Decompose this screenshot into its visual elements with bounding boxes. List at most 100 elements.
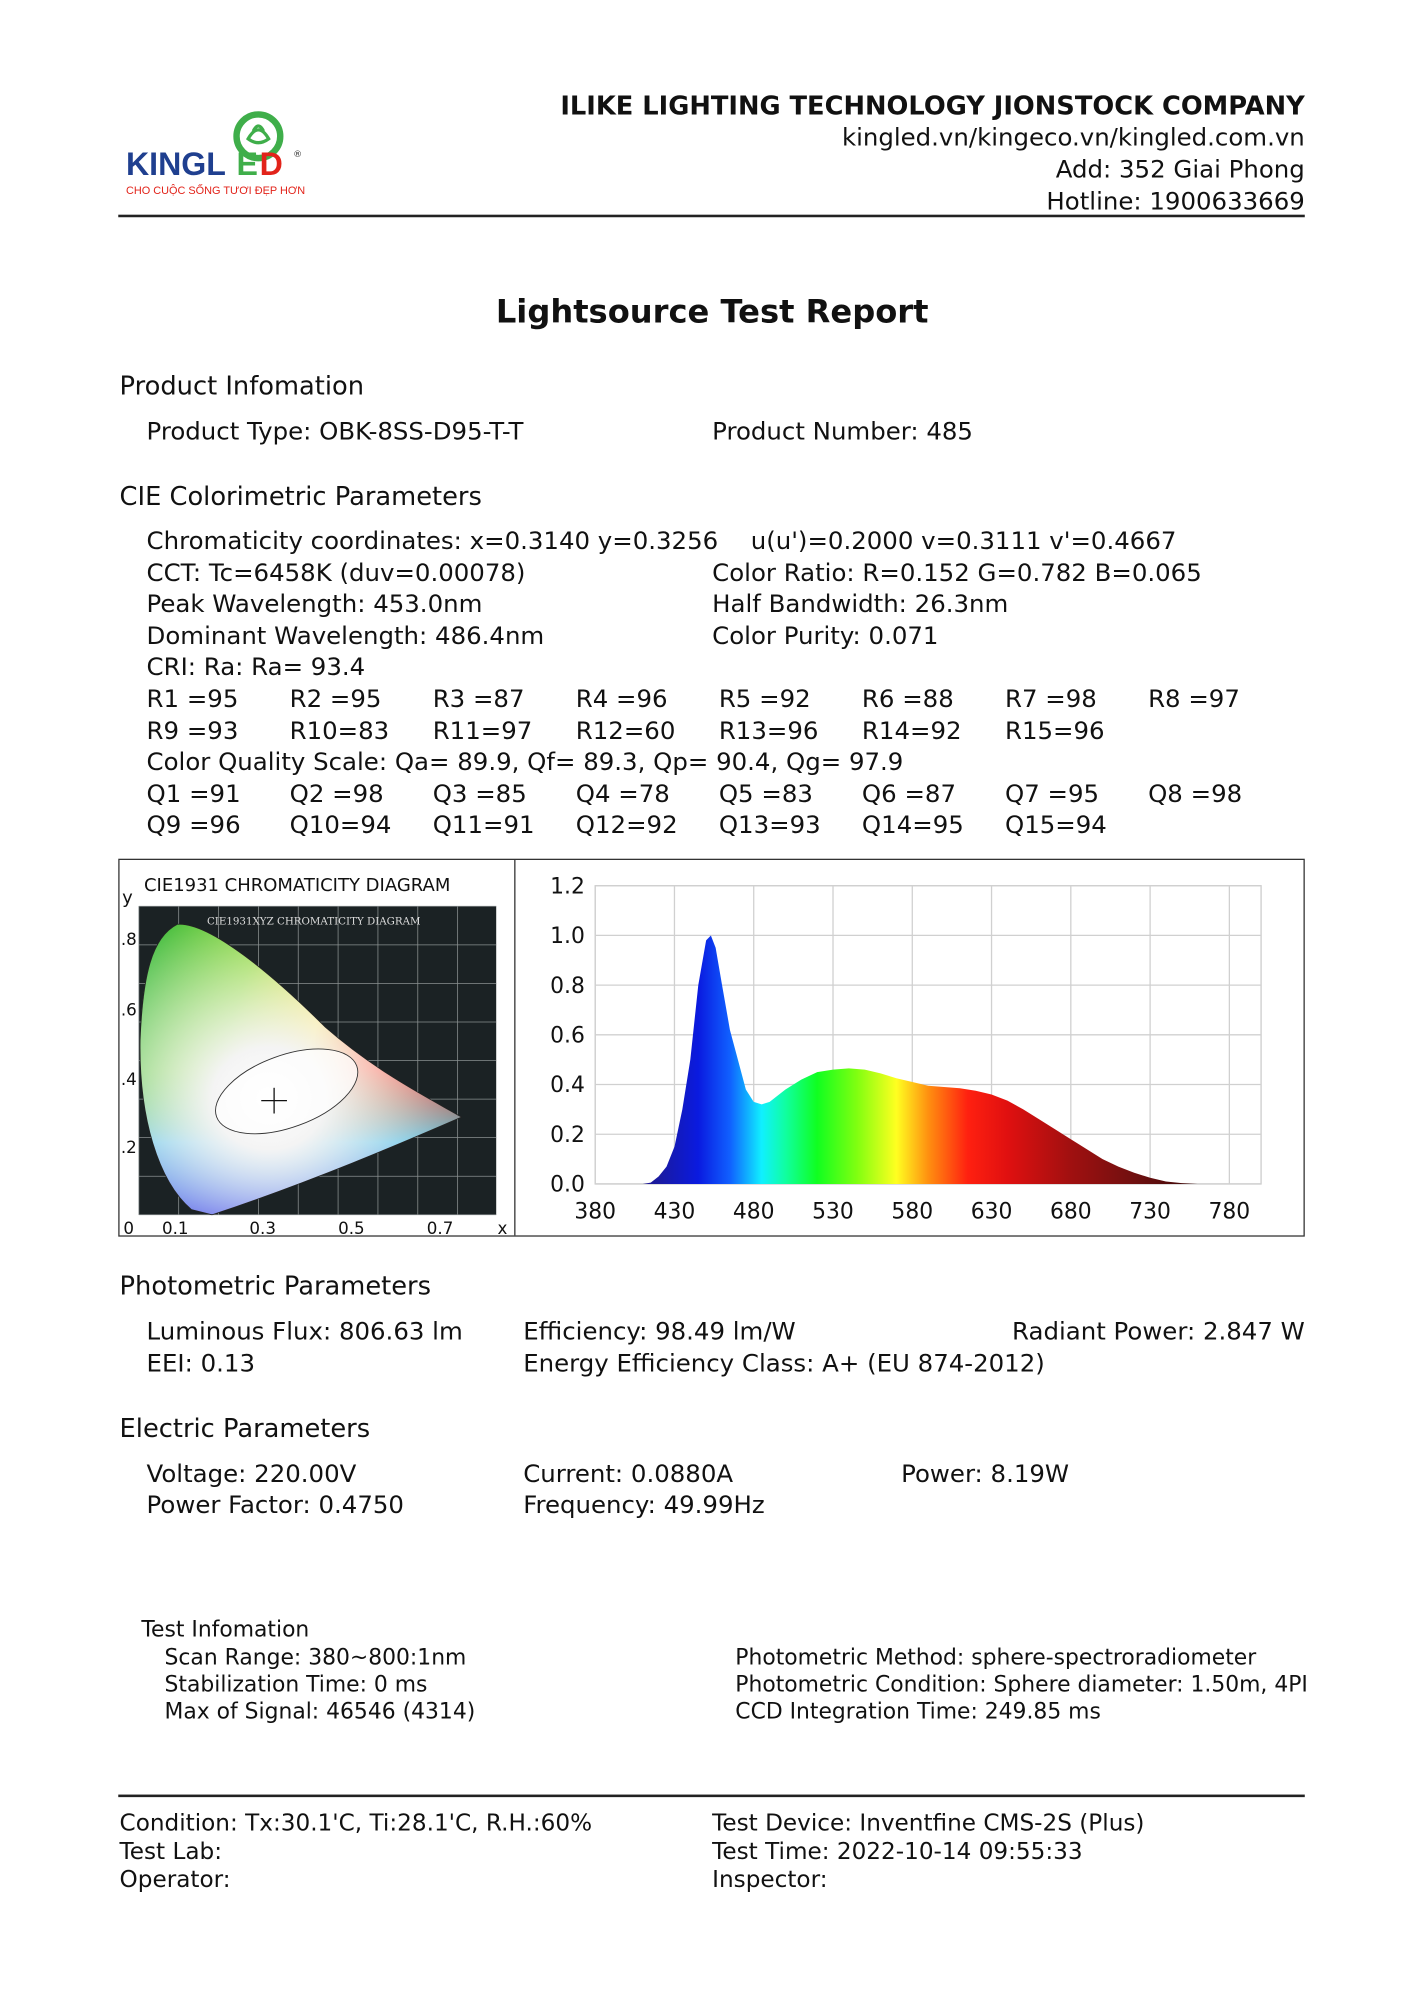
- cie-heading: CIE Colorimetric Parameters: [119, 480, 482, 512]
- cie-x-tick: 0.7: [427, 1218, 454, 1238]
- footer-divider: [118, 1794, 1305, 1797]
- product-number: Product Number: 485: [712, 417, 973, 447]
- charts-divider: [514, 859, 516, 1236]
- spectrum-x-tick: 730: [1129, 1200, 1171, 1225]
- test-info-heading: Test Infomation: [141, 1617, 310, 1643]
- cie-inner-title: CIE1931XYZ CHROMATICITY DIAGRAM: [207, 915, 421, 927]
- cie-y-tick: .6: [121, 1000, 137, 1020]
- index-value: R2 =95: [289, 685, 382, 714]
- index-value: Q2 =98: [289, 780, 384, 809]
- spectrum-x-tick: 430: [654, 1200, 696, 1225]
- index-value: Q6 =87: [861, 780, 957, 809]
- svg-text:D: D: [260, 146, 283, 182]
- spectrum-chart: 380 430 480 530 580 630 680 730 780 1.2 1.0 0.8 0.6 0…: [550, 874, 1262, 1225]
- index-value: Q4 =78: [575, 780, 670, 809]
- kingled-logo: KINGL E D ® CHO CUỘC SỐNG TƯƠI ĐẸP HƠN: [126, 111, 305, 197]
- index-value: Q5 =83: [718, 780, 813, 809]
- cie-y-label: y: [122, 888, 133, 909]
- index-value: R12=60: [575, 717, 676, 746]
- color-purity: Color Purity: 0.071: [712, 622, 939, 651]
- index-value: R14=92: [861, 717, 962, 746]
- logo-slogan: CHO CUỘC SỐNG TƯƠI ĐẸP HƠN: [126, 183, 305, 197]
- luminous-flux: Luminous Flux: 806.63 lm: [146, 1317, 463, 1346]
- cct: CCT: Tc=6458K (duv=0.00078): [146, 559, 526, 588]
- power-factor: Power Factor: 0.4750: [146, 1491, 404, 1520]
- index-value: Q9 =96: [146, 811, 241, 840]
- photometric-method: Photometric Method: sphere-spectroradiom…: [735, 1645, 1257, 1672]
- operator: Operator:: [119, 1866, 231, 1894]
- electric-heading: Electric Parameters: [119, 1412, 371, 1444]
- cie-x-tick: 0.3: [249, 1218, 276, 1238]
- photometric-condition: Photometric Condition: Sphere diameter: …: [735, 1672, 1308, 1699]
- cie-chromaticity-diagram: CIE1931 CHROMATICITY DIAGRAM y CIE1931XYZ …: [121, 875, 508, 1238]
- svg-text:KINGL: KINGL: [126, 146, 226, 182]
- color-ratio: Color Ratio: R=0.152 G=0.782 B=0.065: [712, 559, 1202, 588]
- index-value: Q7 =95: [1004, 780, 1100, 809]
- spectrum-y-tick: 0.4: [550, 1073, 585, 1098]
- cri: CRI: Ra: Ra= 93.4: [146, 653, 366, 682]
- company-address: Add: 352 Giai Phong: [1055, 155, 1305, 184]
- cie-y-tick: .8: [121, 929, 137, 949]
- spectrum-y-tick: 0.0: [550, 1173, 585, 1198]
- index-value: Q11=91: [432, 811, 535, 840]
- spectrum-x-tick: 380: [574, 1200, 616, 1225]
- spectrum-x-tick: 580: [891, 1200, 933, 1225]
- peak-wavelength: Peak Wavelength: 453.0nm: [146, 590, 483, 619]
- cie-y-tick: .2: [121, 1137, 137, 1157]
- index-value: Q12=92: [575, 811, 678, 840]
- photometric-heading: Photometric Parameters: [119, 1270, 432, 1301]
- chromaticity-coordinates: Chromaticity coordinates: x=0.3140 y=0.3…: [146, 527, 719, 556]
- index-value: Q1 =91: [146, 780, 241, 809]
- spectrum-y-tick: 0.8: [550, 974, 585, 999]
- spectrum-y-tick: 0.6: [550, 1024, 585, 1049]
- spectrum-x-tick: 480: [733, 1200, 775, 1225]
- cie-x-label: x: [497, 1218, 507, 1238]
- spectrum-area: [595, 935, 1198, 1184]
- index-value: R3 =87: [432, 685, 525, 714]
- inspector: Inspector:: [712, 1866, 828, 1894]
- efficiency: Efficiency: 98.49 lm/W: [523, 1317, 796, 1346]
- color-quality-scale: Color Quality Scale: Qa= 89.9, Qf= 89.3,…: [146, 748, 904, 777]
- product-heading: Product Infomation: [119, 370, 365, 402]
- max-signal: Max of Signal: 46546 (4314): [164, 1699, 476, 1726]
- spectrum-y-tick: 1.0: [550, 924, 585, 949]
- power: Power: 8.19W: [901, 1460, 1070, 1489]
- dominant-wavelength: Dominant Wavelength: 486.4nm: [146, 622, 545, 651]
- scan-range: Scan Range: 380~800:1nm: [164, 1645, 467, 1672]
- index-value: Q8 =98: [1148, 780, 1243, 809]
- svg-text:E: E: [237, 146, 258, 182]
- cie-white-ellipse: [215, 1048, 359, 1135]
- spectrum-y-tick: 1.2: [550, 874, 585, 899]
- cie-title: CIE1931 CHROMATICITY DIAGRAM: [144, 875, 450, 896]
- index-value: Q13=93: [718, 811, 821, 840]
- charts-panel: CIE1931 CHROMATICITY DIAGRAM y CIE1931XYZ …: [118, 858, 1305, 1238]
- spectrum-x-tick: 530: [812, 1200, 854, 1225]
- stabilization-time: Stabilization Time: 0 ms: [164, 1672, 428, 1699]
- index-value: Q14=95: [861, 811, 964, 840]
- index-value: R6 =88: [861, 685, 954, 714]
- index-value: R10=83: [289, 717, 390, 746]
- half-bandwidth: Half Bandwidth: 26.3nm: [712, 590, 1009, 619]
- index-value: R7 =98: [1004, 685, 1097, 714]
- index-value: R15=96: [1004, 717, 1105, 746]
- eei: EEI: 0.13: [146, 1349, 255, 1379]
- spectrum-x-tick: 780: [1209, 1200, 1251, 1225]
- index-value: R13=96: [718, 717, 819, 746]
- index-value: R4 =96: [575, 685, 668, 714]
- frequency: Frequency: 49.99Hz: [523, 1491, 765, 1520]
- voltage: Voltage: 220.00V: [146, 1460, 357, 1489]
- index-value: R9 =93: [146, 717, 239, 746]
- test-lab: Test Lab:: [119, 1838, 223, 1866]
- header-divider: [118, 214, 1305, 217]
- page-title: Lightsource Test Report: [495, 293, 929, 331]
- index-value: R1 =95: [146, 685, 239, 714]
- spectrum-y-tick: 0.2: [550, 1123, 585, 1148]
- cie-x-tick: 0.5: [338, 1218, 365, 1238]
- energy-efficiency-class: Energy Efficiency Class: A+ (EU 874-2012…: [523, 1349, 1045, 1379]
- index-value: R11=97: [432, 717, 533, 746]
- company-name: ILIKE LIGHTING TECHNOLOGY JIONSTOCK COMP…: [560, 89, 1305, 121]
- index-value: Q10=94: [289, 811, 392, 840]
- index-value: Q3 =85: [432, 780, 527, 809]
- test-device: Test Device: Inventfine CMS-2S (Plus): [712, 1809, 1145, 1837]
